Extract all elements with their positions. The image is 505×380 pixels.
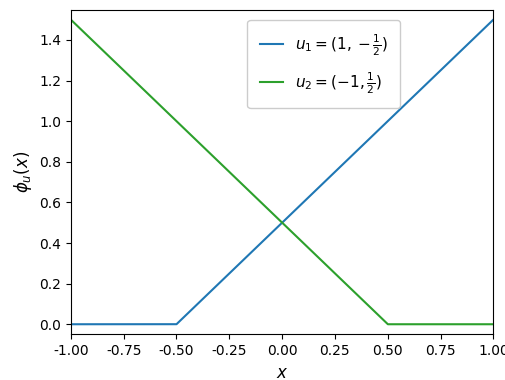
$u_1 = (1, -\frac{1}{2})$ xyxy=(89,322,95,326)
$u_2 = (-1, \frac{1}{2})$ xyxy=(384,322,390,326)
$u_2 = (-1, \frac{1}{2})$ xyxy=(400,322,406,326)
$u_2 = (-1, \frac{1}{2})$ xyxy=(489,322,495,326)
Line: $u_1 = (1, -\frac{1}{2})$: $u_1 = (1, -\frac{1}{2})$ xyxy=(71,20,492,324)
$u_1 = (1, -\frac{1}{2})$ xyxy=(477,29,483,34)
$u_2 = (-1, \frac{1}{2})$ xyxy=(89,38,95,43)
Legend: $u_1 = (1, -\frac{1}{2})$, $u_2 = (-1, \frac{1}{2})$: $u_1 = (1, -\frac{1}{2})$, $u_2 = (-1, \… xyxy=(247,21,399,108)
$u_2 = (-1, \frac{1}{2})$ xyxy=(273,215,279,219)
$u_2 = (-1, \frac{1}{2})$ xyxy=(262,204,268,209)
$u_1 = (1, -\frac{1}{2})$ xyxy=(273,226,279,231)
$u_1 = (1, -\frac{1}{2})$ xyxy=(68,322,74,326)
$u_1 = (1, -\frac{1}{2})$ xyxy=(477,29,483,34)
$u_2 = (-1, \frac{1}{2})$ xyxy=(477,322,483,326)
$u_2 = (-1, \frac{1}{2})$ xyxy=(477,322,483,326)
$u_1 = (1, -\frac{1}{2})$ xyxy=(262,237,268,241)
Line: $u_2 = (-1, \frac{1}{2})$: $u_2 = (-1, \frac{1}{2})$ xyxy=(71,20,492,324)
$u_1 = (1, -\frac{1}{2})$ xyxy=(489,17,495,22)
$u_2 = (-1, \frac{1}{2})$ xyxy=(68,17,74,22)
X-axis label: $x$: $x$ xyxy=(275,364,288,380)
Y-axis label: $\phi_u(x)$: $\phi_u(x)$ xyxy=(12,151,33,193)
$u_1 = (1, -\frac{1}{2})$ xyxy=(399,104,406,108)
